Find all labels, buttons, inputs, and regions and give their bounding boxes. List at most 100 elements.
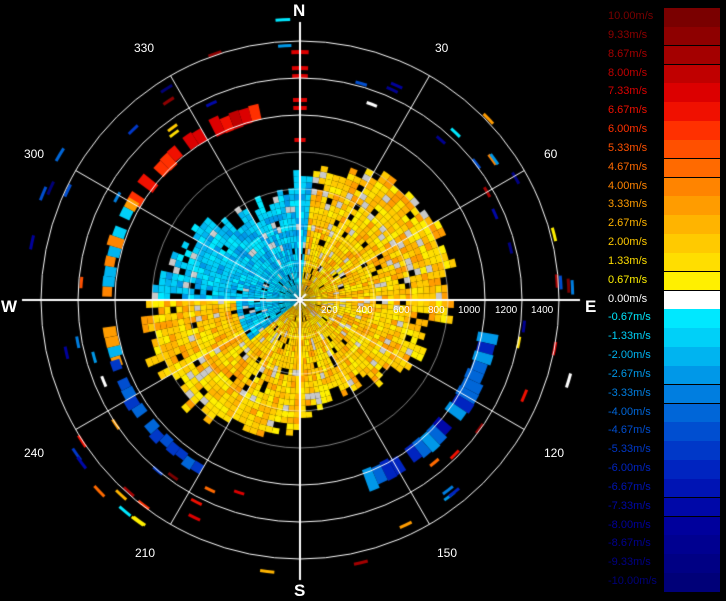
legend-entry: -9.33m/s <box>606 554 720 573</box>
legend-entry-label: 8.67m/s <box>608 47 648 60</box>
legend-entry: -0.67m/s <box>606 309 720 328</box>
legend-color-swatch <box>664 64 720 84</box>
legend-color-swatch <box>664 271 720 291</box>
legend-entry: 5.33m/s <box>606 139 720 159</box>
legend-color-swatch <box>664 121 720 140</box>
range-label-400: 400 <box>356 305 373 316</box>
legend-entry: 1.33m/s <box>606 252 720 272</box>
legend-entry-label: -0.67m/s <box>608 311 651 324</box>
legend-entry: 8.67m/s <box>606 45 720 65</box>
legend-entry-label: 8.00m/s <box>608 66 648 79</box>
legend-color-swatch <box>664 177 720 197</box>
bearing-label-240: 240 <box>24 446 45 460</box>
legend-color-swatch <box>664 554 720 573</box>
legend-color-swatch <box>664 535 720 554</box>
legend-entry-label: -8.00m/s <box>608 518 651 531</box>
legend-color-swatch <box>664 215 720 234</box>
legend-entry-label: -6.67m/s <box>608 480 651 493</box>
legend-entry-label: -6.00m/s <box>608 462 651 475</box>
legend-color-swatch <box>664 139 720 159</box>
legend-entry-label: -4.67m/s <box>608 424 651 437</box>
legend-color-swatch <box>664 26 720 46</box>
legend-entry: 6.67m/s <box>606 102 720 121</box>
legend-entry: 6.00m/s <box>606 121 720 140</box>
legend-entry-label: 2.67m/s <box>608 217 648 230</box>
legend-entry: -7.33m/s <box>606 497 720 517</box>
legend-entry-label: -5.33m/s <box>608 443 651 456</box>
range-label-600: 600 <box>393 305 410 316</box>
legend-entry-label: 6.00m/s <box>608 123 648 136</box>
legend-entry: -6.00m/s <box>606 460 720 479</box>
legend-entry-label: -4.00m/s <box>608 405 651 418</box>
legend-entry: 7.33m/s <box>606 83 720 102</box>
legend-entry-label: -2.00m/s <box>608 349 651 362</box>
legend-entry: 0.00m/s <box>606 290 720 310</box>
legend-entry-label: 2.00m/s <box>608 236 648 249</box>
legend-entry: 8.00m/s <box>606 64 720 84</box>
legend-color-swatch <box>664 497 720 517</box>
bearing-label-150: 150 <box>437 546 458 560</box>
south-label: S <box>294 581 306 600</box>
legend-entry: -2.00m/s <box>606 347 720 366</box>
legend-color-swatch <box>664 478 720 498</box>
legend-color-swatch <box>664 384 720 404</box>
east-label: E <box>585 297 597 316</box>
bearing-label-210: 210 <box>135 546 156 560</box>
range-label-1000: 1000 <box>458 305 481 316</box>
legend-entry-label: 9.33m/s <box>608 28 648 41</box>
legend-entry: -4.00m/s <box>606 403 720 423</box>
legend-entry: -1.33m/s <box>606 328 720 347</box>
north-label: N <box>293 1 306 20</box>
bearing-label-330: 330 <box>134 41 155 55</box>
legend-entry: 2.67m/s <box>606 215 720 234</box>
legend-entry: 9.33m/s <box>606 26 720 46</box>
legend-entry-label: -3.33m/s <box>608 386 651 399</box>
legend-entry-label: 0.67m/s <box>608 273 648 286</box>
radial-velocity-plot <box>0 0 600 600</box>
legend-entry-label: -10.00m/s <box>608 575 657 588</box>
legend-entry-label: -9.33m/s <box>608 556 651 569</box>
range-label-1200: 1200 <box>495 305 518 316</box>
legend-color-swatch <box>664 290 720 310</box>
legend-color-swatch <box>664 328 720 347</box>
legend-entry: 10.00m/s <box>606 8 720 27</box>
legend-entry: -2.67m/s <box>606 365 720 385</box>
legend-color-swatch <box>664 158 720 178</box>
legend-entry-label: -8.67m/s <box>608 537 651 550</box>
legend-entry-label: -7.33m/s <box>608 499 651 512</box>
legend-entry: -10.00m/s <box>606 573 720 592</box>
legend-entry: -4.67m/s <box>606 422 720 441</box>
legend-entry: 2.00m/s <box>606 234 720 253</box>
legend-color-swatch <box>664 252 720 272</box>
velocity-color-legend: 10.00m/s 9.33m/s 8.67m/s 8.00m/s 7.33m/s 6.67… <box>606 8 720 592</box>
legend-entry-label: -1.33m/s <box>608 330 651 343</box>
range-label-1400: 1400 <box>531 305 554 316</box>
range-label-200: 200 <box>321 305 338 316</box>
legend-color-swatch <box>664 422 720 441</box>
range-label-800: 800 <box>428 305 445 316</box>
legend-entry: 4.00m/s <box>606 177 720 197</box>
legend-entry-label: 10.00m/s <box>608 10 654 22</box>
legend-color-swatch <box>664 83 720 102</box>
legend-entry-label: -2.67m/s <box>608 367 651 380</box>
legend-entry-label: 7.33m/s <box>608 85 648 98</box>
legend-color-swatch <box>664 102 720 121</box>
legend-color-swatch <box>664 573 720 592</box>
legend-entry-label: 0.00m/s <box>608 292 648 305</box>
bearing-label-120: 120 <box>544 446 565 460</box>
legend-entry: -6.67m/s <box>606 478 720 498</box>
legend-entry: -8.67m/s <box>606 535 720 554</box>
legend-entry: 0.67m/s <box>606 271 720 291</box>
legend-entry-label: 6.67m/s <box>608 104 648 117</box>
legend-color-swatch <box>664 460 720 479</box>
legend-entry: -3.33m/s <box>606 384 720 404</box>
legend-color-swatch <box>664 365 720 385</box>
legend-color-swatch <box>664 441 720 460</box>
legend-entry: -5.33m/s <box>606 441 720 460</box>
legend-entry-label: 1.33m/s <box>608 254 648 267</box>
legend-color-swatch <box>664 196 720 215</box>
legend-color-swatch <box>664 309 720 328</box>
legend-color-swatch <box>664 516 720 536</box>
legend-entry-label: 4.67m/s <box>608 160 648 173</box>
legend-color-swatch <box>664 8 720 27</box>
